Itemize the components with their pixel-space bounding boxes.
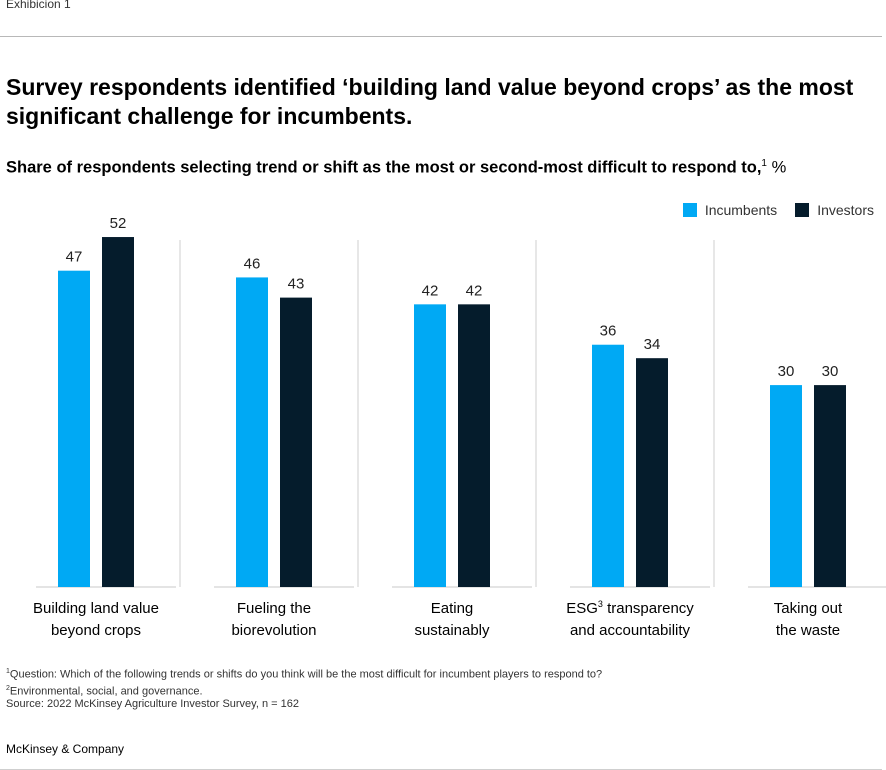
category-label-continuation: transparency <box>603 600 694 617</box>
footnote-1-text: Question: Which of the following trends … <box>9 668 603 681</box>
data-label-investors-3: 42 <box>466 282 483 299</box>
legend-item-incumbents: Incumbents <box>682 202 778 218</box>
legend-item-investors: Investors <box>795 202 874 218</box>
bar-incumbents-1 <box>58 270 90 587</box>
bar-investors-2 <box>280 297 312 587</box>
source-text: Source: 2022 McKinsey Agriculture Invest… <box>6 698 299 711</box>
exhibit-label: Exhibicion 1 <box>6 0 71 11</box>
top-divider <box>0 36 882 37</box>
bar-incumbents-5 <box>770 385 802 587</box>
footnote-1: 1Question: Which of the following trends… <box>6 665 602 682</box>
category-label-3-line-2: sustainably <box>414 622 490 639</box>
footnote-1-marker: 1 <box>6 668 10 675</box>
chart-legend: Incumbents Investors <box>665 202 874 218</box>
legend-label-incumbents: Incumbents <box>704 202 778 218</box>
data-label-investors-4: 34 <box>644 336 661 353</box>
category-label-1-line-1: Building land value <box>33 600 159 617</box>
data-label-incumbents-1: 47 <box>66 249 83 266</box>
chart-subtitle: Share of respondents selecting trend or … <box>6 158 886 178</box>
footnote-2-text: Environmental, social, and governance. <box>9 685 203 698</box>
legend-label-investors: Investors <box>817 202 874 218</box>
subtitle-unit: % <box>766 158 787 177</box>
bar-chart: 47 52 Building land value beyond crops 46 43 F… <box>33 215 886 639</box>
category-label-4-line-1: ESG3 transparency <box>566 599 694 617</box>
bar-investors-4 <box>636 358 668 587</box>
footnote-2: 2Environmental, social, and governance. <box>6 682 602 699</box>
category-label-3-line-1: Eating <box>431 600 474 617</box>
legend-swatch-incumbents <box>682 203 697 217</box>
category-label-5-line-2: the waste <box>776 622 840 639</box>
category-label-4-line-2: and accountability <box>570 622 691 639</box>
data-label-incumbents-4: 36 <box>600 323 617 340</box>
data-label-investors-5: 30 <box>822 363 839 380</box>
data-label-incumbents-5: 30 <box>778 363 795 380</box>
data-label-investors-2: 43 <box>288 276 305 293</box>
category-footnote-ref: 3 <box>598 599 603 609</box>
bar-incumbents-2 <box>236 277 268 587</box>
bar-investors-3 <box>458 304 490 587</box>
footnote-2-marker: 2 <box>6 684 10 692</box>
data-label-incumbents-3: 42 <box>422 282 439 299</box>
bar-investors-1 <box>102 237 134 588</box>
category-label-5-line-1: Taking out <box>774 600 843 617</box>
brand-name: McKinsey & Company <box>6 742 125 756</box>
subtitle-footnote-ref: 1 <box>761 158 767 169</box>
category-label-2-line-1: Fueling the <box>237 600 311 617</box>
subtitle-text: Share of respondents selecting trend or … <box>6 158 762 177</box>
category-label-1-line-2: beyond crops <box>51 622 141 639</box>
data-label-incumbents-2: 46 <box>244 255 261 272</box>
data-label-investors-1: 52 <box>110 215 127 232</box>
legend-swatch-investors <box>795 203 810 217</box>
footnotes: 1Question: Which of the following trends… <box>6 665 602 711</box>
category-label-2-line-2: biorevolution <box>231 622 316 639</box>
source-note: Source: 2022 McKinsey Agriculture Invest… <box>6 698 602 711</box>
chart-title: Survey respondents identified ‘building … <box>6 74 854 129</box>
bar-incumbents-3 <box>414 304 446 587</box>
bar-investors-5 <box>814 385 846 587</box>
bar-incumbents-4 <box>592 344 624 587</box>
